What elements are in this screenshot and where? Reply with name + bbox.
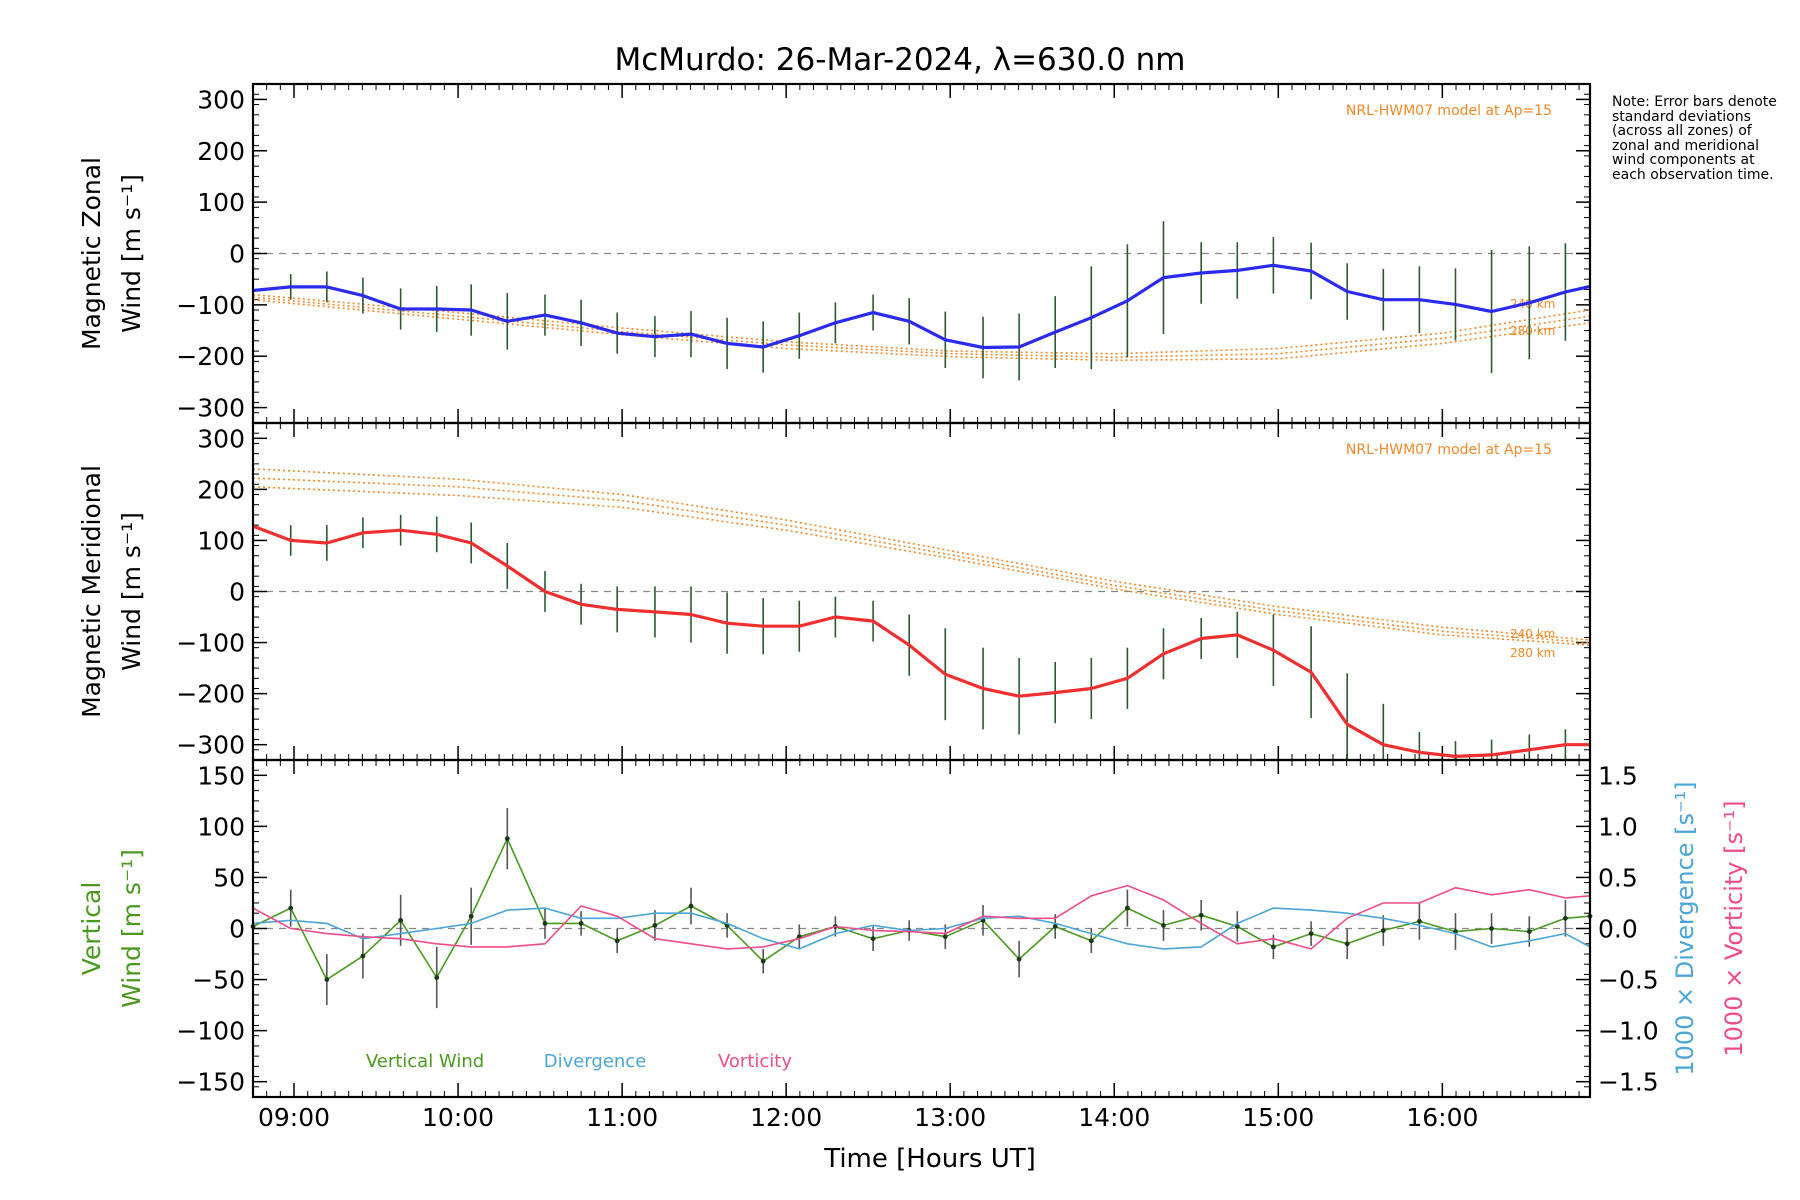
y-tick-label: −300 xyxy=(176,731,245,760)
y-tick-label: −100 xyxy=(176,629,245,658)
y-axis-label: Magnetic Zonal xyxy=(77,157,106,350)
y-tick-label: 150 xyxy=(197,761,245,790)
legend-entry: Vorticity xyxy=(718,1051,792,1072)
y2-tick-label: 0.0 xyxy=(1598,915,1638,944)
x-tick-label: 16:00 xyxy=(1406,1103,1478,1132)
data-point xyxy=(1489,926,1494,931)
model-curve-280km xyxy=(252,298,1591,362)
y2-axis-label-vorticity: 1000 × Vorticity [s⁻¹] xyxy=(1720,800,1748,1056)
data-point xyxy=(1380,928,1386,933)
y2-tick-label: 1.5 xyxy=(1598,761,1638,790)
series-line-vorticity xyxy=(252,884,1591,950)
model-curve-240km xyxy=(252,293,1591,355)
x-tick-label: 09:00 xyxy=(258,1103,330,1132)
y-tick-label: −150 xyxy=(176,1068,245,1097)
series-line-zonal xyxy=(252,263,1591,350)
data-point xyxy=(1052,924,1058,929)
y-tick-label: −200 xyxy=(176,680,245,709)
model-alt-label: 240 km xyxy=(1510,297,1555,311)
chart-title: McMurdo: 26-Mar-2024, λ=630.0 nm xyxy=(614,42,1185,78)
y-tick-label: 300 xyxy=(197,424,245,453)
y-tick-label: −300 xyxy=(176,394,245,423)
y-axis-label: Wind [m s⁻¹] xyxy=(117,174,146,333)
y-axis-label: Magnetic Meridional xyxy=(77,465,106,718)
model-alt-label: 280 km xyxy=(1510,324,1555,338)
y-axis-label: Wind [m s⁻¹] xyxy=(117,849,146,1008)
legend-entry: Divergence xyxy=(544,1051,647,1072)
data-point xyxy=(504,836,510,842)
y-tick-label: −200 xyxy=(176,342,245,371)
series-line-meridional xyxy=(252,524,1590,759)
model-curve-260km xyxy=(252,477,1591,644)
data-point xyxy=(1270,944,1276,950)
data-point xyxy=(324,977,330,982)
y-tick-label: 100 xyxy=(197,188,245,217)
data-point xyxy=(1234,924,1240,929)
model-curve-280km xyxy=(252,486,1591,646)
y-tick-label: 50 xyxy=(213,863,245,892)
data-point xyxy=(360,953,366,959)
data-point xyxy=(542,920,548,926)
y2-tick-label: −1.5 xyxy=(1598,1068,1659,1097)
x-tick-label: 11:00 xyxy=(586,1103,658,1132)
y-tick-label: 200 xyxy=(197,475,245,504)
model-label: NRL-HWM07 model at Ap=15 xyxy=(1346,103,1552,119)
y-tick-label: 100 xyxy=(197,812,245,841)
data-point xyxy=(288,905,294,911)
series-line-divergence xyxy=(252,907,1591,950)
y-axis-label: Vertical xyxy=(77,882,106,976)
y-tick-label: −50 xyxy=(192,966,245,995)
x-tick-label: 12:00 xyxy=(750,1103,822,1132)
y2-tick-label: 0.5 xyxy=(1598,863,1638,892)
x-axis-label: Time [Hours UT] xyxy=(823,1144,1036,1174)
data-point xyxy=(1308,931,1314,937)
data-point xyxy=(1416,918,1422,924)
model-alt-label: 280 km xyxy=(1510,646,1555,660)
y2-tick-label: −0.5 xyxy=(1598,966,1659,995)
y-tick-label: −100 xyxy=(176,1017,245,1046)
model-label: NRL-HWM07 model at Ap=15 xyxy=(1346,442,1552,458)
data-point xyxy=(1161,923,1166,928)
data-point xyxy=(1526,929,1532,934)
y-tick-label: −100 xyxy=(176,291,245,320)
data-point xyxy=(652,923,658,928)
panel-frame-vertical xyxy=(251,758,1592,1099)
model-curve-240km xyxy=(252,468,1591,641)
y2-tick-label: −1.0 xyxy=(1598,1017,1659,1046)
data-point xyxy=(1344,941,1350,947)
y-axis-label: Wind [m s⁻¹] xyxy=(117,512,146,671)
y-tick-label: 100 xyxy=(197,526,245,555)
data-point xyxy=(1198,912,1204,918)
model-alt-label: 240 km xyxy=(1510,627,1555,641)
data-point xyxy=(614,938,620,944)
data-point xyxy=(688,903,694,909)
y2-axis-label-divergence: 1000 × Divergence [s⁻¹] xyxy=(1671,781,1699,1075)
x-tick-label: 13:00 xyxy=(914,1103,986,1132)
y-tick-label: 300 xyxy=(197,85,245,114)
series-line-vertical-wind xyxy=(252,837,1591,981)
data-point xyxy=(578,920,584,926)
x-tick-label: 14:00 xyxy=(1078,1103,1150,1132)
data-point xyxy=(1562,915,1568,921)
data-point xyxy=(1124,905,1130,911)
y-tick-label: 0 xyxy=(229,915,245,944)
error-bar-note: Note: Error bars denote standard deviati… xyxy=(1612,94,1777,183)
y-tick-label: 200 xyxy=(197,137,245,166)
data-point xyxy=(760,958,766,964)
data-point xyxy=(870,936,876,942)
data-point xyxy=(1088,938,1094,944)
x-tick-label: 10:00 xyxy=(422,1103,494,1132)
legend-entry: Vertical Wind xyxy=(366,1051,484,1072)
data-point xyxy=(1016,956,1022,962)
data-point xyxy=(468,913,474,919)
x-tick-label: 15:00 xyxy=(1242,1103,1314,1132)
data-point xyxy=(434,975,440,980)
data-point xyxy=(942,934,948,940)
y-tick-label: 0 xyxy=(229,240,245,269)
data-point xyxy=(398,917,404,923)
y2-tick-label: 1.0 xyxy=(1598,812,1638,841)
y-tick-label: 0 xyxy=(229,578,245,607)
